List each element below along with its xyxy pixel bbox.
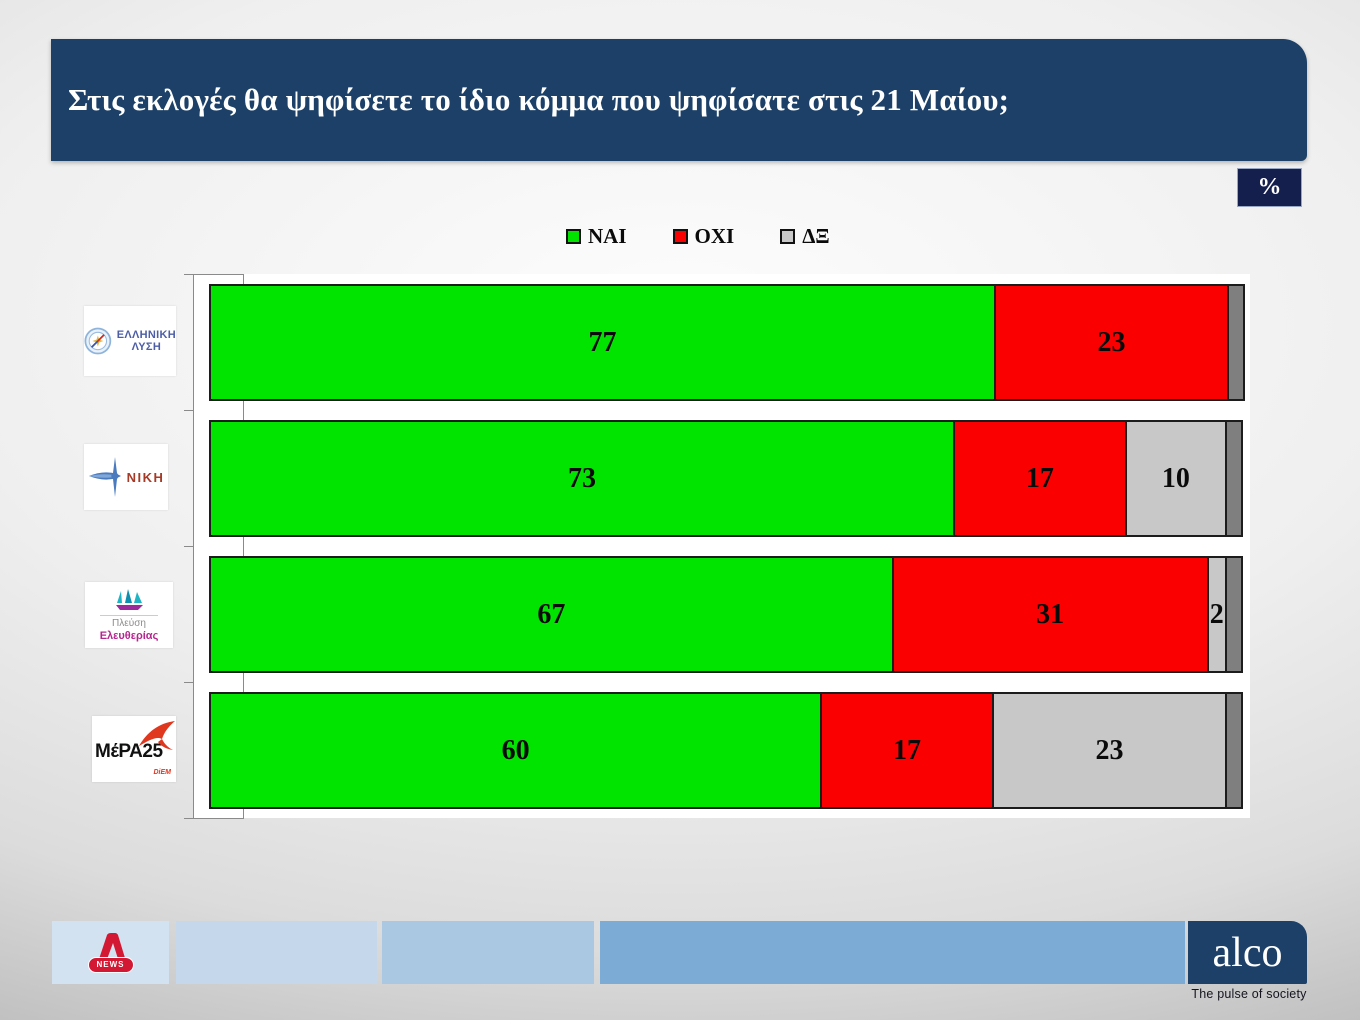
alco-brand: alco	[1212, 929, 1283, 976]
party-logo-niki: ΝΙΚΗ	[84, 444, 168, 510]
segment-value: 67	[537, 598, 566, 630]
logo-divider	[100, 615, 158, 616]
swallow-bird-icon	[139, 721, 175, 750]
footer-block-2	[176, 921, 377, 984]
sailboat-icon	[116, 589, 143, 610]
bar-row-1: 77 23	[209, 284, 1245, 401]
bar-shadow-segment	[1224, 692, 1243, 809]
bar-segment-δξ: 23	[991, 692, 1227, 809]
party-label-line: Πλεύση	[112, 618, 146, 629]
compass-icon	[84, 327, 112, 355]
question-header: Στις εκλογές θα ψηφίσετε το ίδιο κόμμα π…	[51, 39, 1307, 161]
bar-segment-ναι: 77	[209, 284, 996, 401]
bar-segment-δξ: 2	[1206, 556, 1227, 673]
axis-tick	[184, 682, 194, 683]
segment-value: 77	[588, 326, 617, 358]
bar-segment-ναι: 60	[209, 692, 823, 809]
question-title: Στις εκλογές θα ψηφίσετε το ίδιο κόμμα π…	[68, 82, 1010, 117]
bar-row-4: 60 17 23	[209, 692, 1243, 809]
party-label-line: Ελευθερίας	[99, 630, 159, 642]
bar-segment-οχι: 23	[993, 284, 1229, 401]
party-label-line: ΝΙΚΗ	[126, 469, 165, 485]
party-sublabel: DiEM	[153, 769, 172, 776]
bar-segment-δξ: 10	[1124, 420, 1227, 537]
footer-block-alpha-news: NEWS	[52, 921, 169, 984]
alpha-a-icon	[97, 933, 125, 962]
alco-tagline: The pulse of society	[1191, 987, 1307, 1001]
percent-unit-badge: %	[1237, 168, 1302, 207]
legend: ΝΑΙ ΟΧΙ ΔΞ	[566, 224, 830, 249]
bar-segment-ναι: 73	[209, 420, 956, 537]
axis-tick	[184, 546, 194, 547]
star-cross-icon	[88, 457, 121, 497]
legend-label-dk: ΔΞ	[802, 224, 830, 248]
axis-wall-top	[193, 274, 244, 275]
yes-color-swatch	[566, 229, 581, 244]
alpha-news-logo: NEWS	[87, 932, 134, 973]
footer-block-4	[600, 921, 1185, 984]
bar-segment-οχι: 17	[953, 420, 1127, 537]
axis-tick	[184, 818, 194, 819]
party-label-line: ΜέΡΑ25	[95, 741, 163, 762]
percent-unit-label: %	[1257, 174, 1282, 200]
party-label-line: ΛΥΣΗ	[131, 341, 162, 353]
bar-row-3: 67 31 2	[209, 556, 1243, 673]
party-logo-mera25: ΜέΡΑ25 DiEM	[92, 716, 176, 782]
segment-value: 17	[1025, 462, 1054, 494]
segment-value: 23	[1097, 326, 1126, 358]
no-color-swatch	[672, 229, 688, 244]
party-label-line: ΕΛΛΗΝΙΚΗ	[116, 329, 176, 341]
segment-value: 23	[1095, 734, 1124, 766]
axis-tick	[184, 410, 194, 411]
bar-segment-οχι: 17	[820, 692, 994, 809]
axis-wall-line	[243, 274, 244, 819]
segment-value: 2	[1209, 598, 1224, 630]
legend-item-yes: ΝΑΙ	[566, 224, 627, 249]
axis-wall-bottom	[193, 818, 244, 819]
alpha-news-label: NEWS	[87, 957, 134, 973]
bar-row-2: 73 17 10	[209, 420, 1243, 537]
segment-value: 73	[568, 462, 597, 494]
bar-segment-οχι: 31	[891, 556, 1209, 673]
bar-shadow-segment	[1224, 420, 1243, 537]
segment-value: 60	[501, 734, 530, 766]
legend-item-dk: ΔΞ	[780, 224, 830, 249]
legend-label-no: ΟΧΙ	[694, 224, 735, 248]
alco-logo-block: alco	[1188, 921, 1307, 984]
legend-label-yes: ΝΑΙ	[588, 224, 627, 248]
party-logo-plefsi-eleftherias: Πλεύση Ελευθερίας	[85, 582, 173, 648]
bar-segment-ναι: 67	[209, 556, 894, 673]
segment-value: 10	[1161, 462, 1190, 494]
legend-item-no: ΟΧΙ	[672, 224, 735, 249]
segment-value: 31	[1036, 598, 1065, 630]
segment-value: 17	[893, 734, 922, 766]
bar-shadow-segment	[1226, 284, 1245, 401]
bar-shadow-segment	[1224, 556, 1243, 673]
axis-tick	[184, 274, 194, 275]
party-logo-elliniki-lysi: ΕΛΛΗΝΙΚΗ ΛΥΣΗ	[84, 306, 176, 376]
dk-color-swatch	[780, 229, 796, 244]
footer-block-3	[382, 921, 594, 984]
